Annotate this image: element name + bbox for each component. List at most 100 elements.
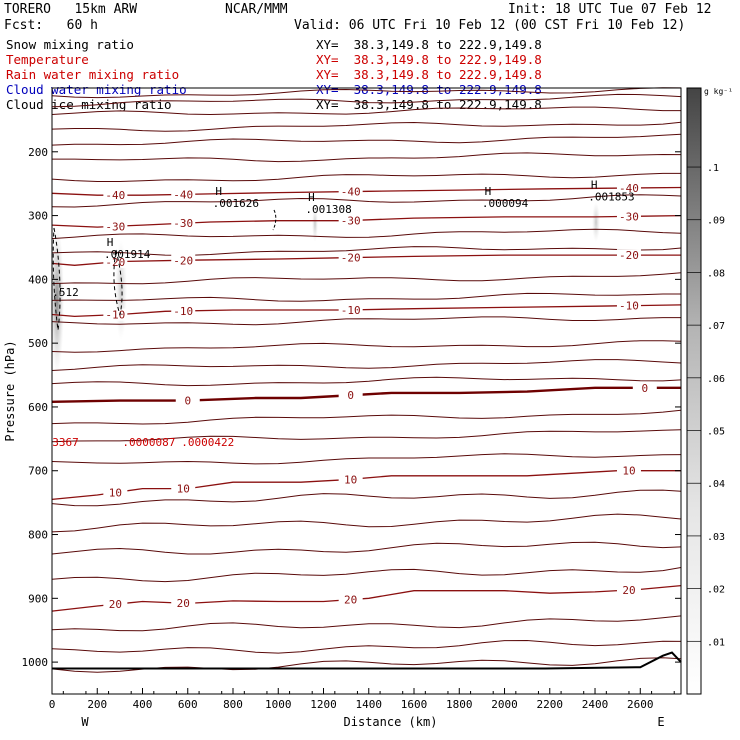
theta-contour xyxy=(51,639,682,654)
x-tick-label: 400 xyxy=(133,698,153,711)
theta-contour xyxy=(51,194,682,208)
theta-contour xyxy=(51,359,682,371)
y-tick-label: 600 xyxy=(28,401,48,414)
theta-contour xyxy=(51,489,682,507)
theta-contour xyxy=(51,228,682,240)
contour-label-bg xyxy=(616,210,641,223)
temperature-contour xyxy=(51,254,681,266)
snow-shading xyxy=(50,202,600,375)
temperature-contour xyxy=(51,386,681,403)
contour-label: -10 xyxy=(105,309,125,322)
maximum-value: .001853 xyxy=(588,190,634,203)
theta-contour xyxy=(51,615,682,632)
x-axis-label: Distance (km) xyxy=(344,715,438,729)
contour-label: -20 xyxy=(173,254,193,267)
plot-frame xyxy=(51,87,682,695)
contour-label-bg xyxy=(338,593,363,606)
contour-label-bg xyxy=(103,189,128,202)
contour-label: 0 xyxy=(347,389,354,402)
theta-contour xyxy=(51,376,682,387)
colorbar-fill xyxy=(686,87,702,695)
maximum-marker: H xyxy=(107,236,114,249)
field-xy-temperature: XY= 38.3,149.8 to 222.9,149.8 xyxy=(316,52,542,67)
contour-label-bg xyxy=(171,217,196,230)
colorbar-tick-label: .05 xyxy=(707,427,725,438)
contour-label-bg xyxy=(103,255,128,268)
contour-label-bg xyxy=(171,304,196,317)
contour-label-bg xyxy=(171,597,196,610)
contour-label: -10 xyxy=(341,304,361,317)
colorbar-tick-label: .1 xyxy=(707,163,719,174)
y-tick-label: 300 xyxy=(28,210,48,223)
y-tick-label: 400 xyxy=(28,273,48,286)
x-tick-label: 2000 xyxy=(491,698,518,711)
contour-label: 10 xyxy=(177,483,190,496)
temperature-contour xyxy=(51,186,682,196)
maximum-marker: H xyxy=(308,191,315,204)
theta-contour xyxy=(51,106,681,116)
theta-contour xyxy=(51,567,682,583)
theta-contour xyxy=(51,87,682,99)
temperature-contours: -40 -40 -40 -40 -30 -30 -30 -30 -20 -20 -20 -20 -10 -… xyxy=(51,182,682,612)
model-title: TORERO 15km ARW xyxy=(4,2,138,17)
maximum-value: .001914 xyxy=(104,248,151,261)
theta-contour xyxy=(51,513,682,533)
contour-label-bg xyxy=(171,254,196,267)
theta-contour xyxy=(51,246,682,256)
x-tick-label: 2400 xyxy=(582,698,609,711)
maximum-value: .000094 xyxy=(482,197,529,210)
theta-contour xyxy=(51,541,682,555)
x-tick-label: 0 xyxy=(49,698,56,711)
contour-label-bg xyxy=(616,584,641,597)
temperature-contour xyxy=(51,304,682,318)
org-title: NCAR/MMM xyxy=(225,2,288,17)
contour-label-bg xyxy=(338,251,363,264)
y-tick-label: 200 xyxy=(28,146,48,159)
forecast-hour: Fcst: 60 h xyxy=(4,18,98,33)
dashed-contour-central xyxy=(113,249,123,316)
contour-label: -40 xyxy=(105,189,125,202)
maximum-value: .001626 xyxy=(213,197,259,210)
east-label: E xyxy=(657,715,664,729)
contour-label: -30 xyxy=(173,217,193,230)
contour-label: -40 xyxy=(619,182,639,195)
theta-contour xyxy=(51,121,682,132)
colorbar-unit: g kg⁻¹ xyxy=(704,87,733,96)
contour-label-bg xyxy=(338,473,363,486)
maximum-value: .0000087 xyxy=(122,436,175,449)
theta-contour xyxy=(51,133,682,146)
terrain-line xyxy=(52,651,682,670)
contour-label-bg xyxy=(338,214,363,227)
cloud-ice-dashed-contours xyxy=(52,209,277,331)
theta-contour xyxy=(51,93,682,108)
contour-label-bg xyxy=(171,188,196,201)
maximum-value: .0000422 xyxy=(181,436,234,449)
field-name-temperature: Temperature xyxy=(6,52,89,67)
contour-label: 0 xyxy=(641,382,648,395)
theta-contour xyxy=(51,316,681,326)
contour-label: -20 xyxy=(341,252,361,265)
maximum-value: .001308 xyxy=(305,203,351,216)
maximum-marker: H xyxy=(485,185,492,198)
maximum-value: 3367 xyxy=(52,436,79,449)
theta-contour xyxy=(51,453,682,465)
contour-label-bg xyxy=(103,598,128,611)
temperature-contour xyxy=(51,214,682,228)
field-name-snow: Snow mixing ratio xyxy=(6,37,134,52)
contour-label-bg xyxy=(171,482,196,495)
contour-label: 10 xyxy=(622,465,635,478)
colorbar-tick-label: .09 xyxy=(707,216,725,227)
colorbar-tick-label: .08 xyxy=(707,268,725,279)
contour-label: -30 xyxy=(341,215,361,228)
x-tick-label: 1600 xyxy=(401,698,428,711)
theta-contour xyxy=(51,657,682,673)
contour-label-bg xyxy=(616,249,641,262)
contour-label: 20 xyxy=(177,597,190,610)
colorbar-tick-label: .02 xyxy=(707,585,725,596)
contour-label-bg xyxy=(103,220,128,233)
y-axis-label: Pressure (hPa) xyxy=(3,340,17,441)
temperature-contour xyxy=(51,470,681,501)
contour-label: -30 xyxy=(619,210,639,223)
x-tick-label: 1400 xyxy=(356,698,383,711)
